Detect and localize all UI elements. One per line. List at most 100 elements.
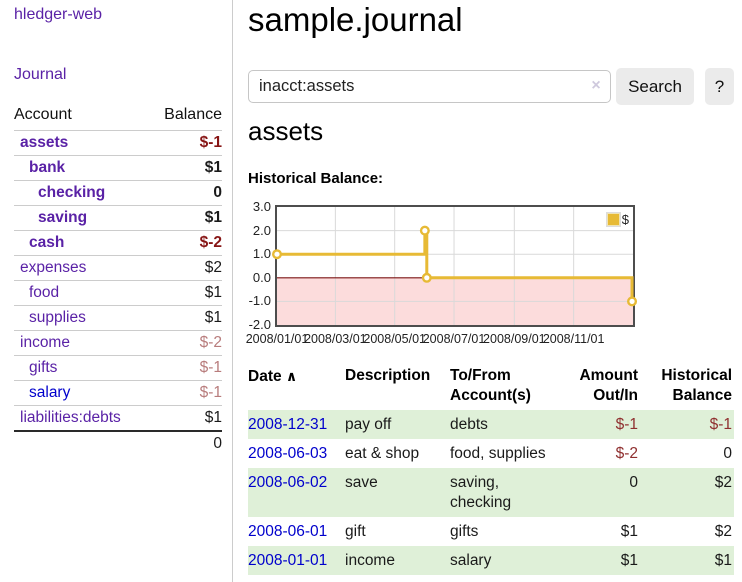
accounts-header-balance: Balance xyxy=(164,106,222,123)
x-axis-label: 2008/01/01 xyxy=(245,332,309,346)
account-name-cell: assets xyxy=(14,131,149,156)
account-link[interactable]: supplies xyxy=(29,309,86,326)
main-content: sample.journal × Search ? assets Histori… xyxy=(246,0,742,582)
account-name-cell: income xyxy=(14,331,149,356)
account-link[interactable]: income xyxy=(20,334,70,351)
account-row: supplies $1 xyxy=(14,305,222,331)
transaction-date-link[interactable]: 2008-12-31 xyxy=(248,416,328,433)
register-accounts: saving, checking xyxy=(450,474,512,511)
account-link[interactable]: gifts xyxy=(29,359,58,376)
register-row: 2008-06-03 eat & shop food, supplies $-2 0 xyxy=(248,439,734,468)
balance-chart: $ 3.0 2.0 1.0 0.0 -1.0 -2.0 2008/01/01 2008/03/… xyxy=(246,199,668,348)
x-axis-label: 2008/09/01 xyxy=(483,332,546,346)
register-header-accounts: To/From Account(s) xyxy=(450,367,531,404)
register-date-cell: 2008-06-02 xyxy=(248,468,345,517)
register-accounts: debts xyxy=(450,416,488,433)
register-amount: 0 xyxy=(629,474,638,491)
account-balance: $2 xyxy=(204,259,222,276)
account-balance: $-1 xyxy=(199,134,222,151)
register-balance: $2 xyxy=(714,474,732,491)
transaction-date-link[interactable]: 2008-06-03 xyxy=(248,445,328,462)
account-balance: $1 xyxy=(204,159,222,176)
register-row: 2008-06-01 gift gifts $1 $2 xyxy=(248,517,734,546)
account-balance: $-1 xyxy=(199,384,222,401)
transaction-date-link[interactable]: 2008-01-01 xyxy=(248,552,328,569)
legend-label: $ xyxy=(621,212,629,227)
y-axis-label: 3.0 xyxy=(252,199,271,214)
account-link[interactable]: checking xyxy=(38,184,106,201)
register-balance: $2 xyxy=(714,523,732,540)
accounts-total-spacer xyxy=(14,431,149,456)
register-header-description: Description xyxy=(345,367,431,384)
chart-plot-area: $ xyxy=(272,205,638,327)
register-date-cell: 2008-06-01 xyxy=(248,517,345,546)
account-row: income $-2 xyxy=(14,330,222,356)
account-link[interactable]: bank xyxy=(29,159,66,176)
account-name-cell: food xyxy=(14,281,149,306)
clear-search-icon[interactable]: × xyxy=(591,77,601,94)
account-link[interactable]: cash xyxy=(29,234,65,251)
chart-title: Historical Balance: xyxy=(248,170,384,187)
legend-swatch-icon xyxy=(605,212,621,227)
register-description: pay off xyxy=(345,416,392,433)
account-page-title: assets xyxy=(248,116,324,146)
sort-by-date-link[interactable]: Date ∧ xyxy=(248,368,298,385)
register-header-date: Date ∧ xyxy=(248,361,345,410)
register-description: eat & shop xyxy=(345,445,420,462)
register-balance: $1 xyxy=(714,552,732,569)
account-row: liabilities:debts $1 xyxy=(14,405,222,432)
accounts-table-header: Account Balance xyxy=(14,102,222,131)
register-header-row: Date ∧ Description To/From Account(s) Am… xyxy=(248,361,734,410)
account-name-cell: checking xyxy=(14,181,149,206)
search-input[interactable] xyxy=(248,70,611,103)
y-axis-label: 0.0 xyxy=(252,269,271,285)
account-balance: $-2 xyxy=(199,234,222,251)
account-balance: $-1 xyxy=(199,359,222,376)
y-axis-label: 2.0 xyxy=(252,222,271,238)
account-balance: $1 xyxy=(204,209,222,226)
x-axis-label: 2008/11/01 xyxy=(542,332,605,346)
transaction-date-link[interactable]: 2008-06-02 xyxy=(248,474,328,491)
register-accounts: gifts xyxy=(450,523,479,540)
register-amount: $-1 xyxy=(615,416,638,433)
account-name-cell: bank xyxy=(14,156,149,181)
account-link[interactable]: liabilities:debts xyxy=(20,409,121,426)
account-link[interactable]: salary xyxy=(29,384,71,401)
sidebar-item-journal[interactable]: Journal xyxy=(14,66,67,83)
account-balance: $1 xyxy=(204,309,222,326)
register-table: Date ∧ Description To/From Account(s) Am… xyxy=(248,361,734,575)
register-amount: $-2 xyxy=(615,445,638,462)
search-help-button[interactable]: ? xyxy=(705,68,734,105)
account-row: assets $-1 xyxy=(14,130,222,156)
account-row: expenses $2 xyxy=(14,255,222,281)
account-row: cash $-2 xyxy=(14,230,222,256)
account-name-cell: gifts xyxy=(14,356,149,381)
y-axis-label: -2.0 xyxy=(248,317,271,332)
x-axis-label: 2008/07/01 xyxy=(422,332,486,346)
account-row: food $1 xyxy=(14,280,222,306)
register-amount: $1 xyxy=(620,552,638,569)
app-brand-link[interactable]: hledger-web xyxy=(14,6,103,23)
register-header-balance: Historical Balance xyxy=(661,367,732,404)
account-name-cell: cash xyxy=(14,231,149,256)
x-axis-label: 2008/03/01 xyxy=(304,332,367,346)
account-link[interactable]: saving xyxy=(38,209,88,226)
account-link[interactable]: expenses xyxy=(20,259,87,276)
search-form: × Search ? xyxy=(248,68,742,105)
account-row: gifts $-1 xyxy=(14,355,222,381)
register-row: 2008-06-02 save saving, checking 0 $2 xyxy=(248,468,734,517)
register-date-cell: 2008-01-01 xyxy=(248,546,345,575)
register-balance: 0 xyxy=(723,445,732,462)
register-balance: $-1 xyxy=(709,416,732,433)
register-row: 2008-01-01 income salary $1 $1 xyxy=(248,546,734,575)
account-name-cell: supplies xyxy=(14,306,149,331)
transaction-date-link[interactable]: 2008-06-01 xyxy=(248,523,328,540)
account-link[interactable]: assets xyxy=(20,134,69,151)
account-row: checking 0 xyxy=(14,180,222,206)
search-button[interactable]: Search xyxy=(616,68,694,105)
account-balance: $1 xyxy=(204,409,222,426)
register-row: 2008-12-31 pay off debts $-1 $-1 xyxy=(248,410,734,439)
account-name-cell: saving xyxy=(14,206,149,231)
account-link[interactable]: food xyxy=(29,284,60,301)
x-axis-label: 2008/05/01 xyxy=(363,332,426,346)
